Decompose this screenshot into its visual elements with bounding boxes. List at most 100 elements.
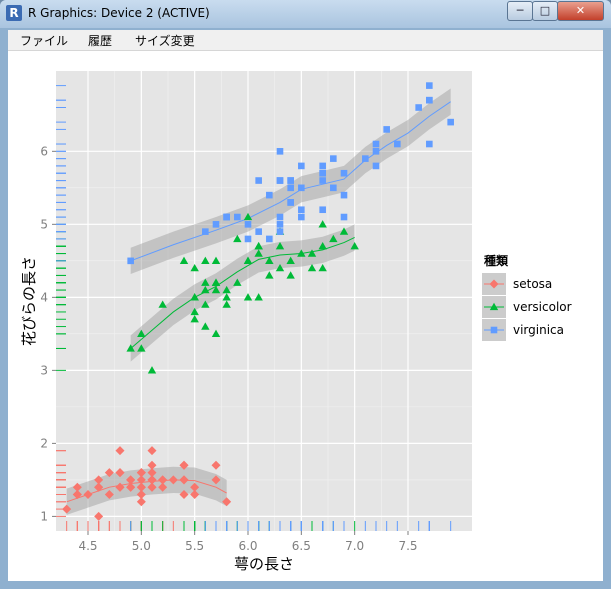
- data-point-versicolor: [254, 249, 263, 257]
- y-tick-label: 2: [40, 436, 48, 450]
- menu-file[interactable]: ファイル: [20, 34, 69, 48]
- data-point-versicolor: [233, 234, 242, 243]
- y-tick-label: 1: [40, 509, 48, 523]
- data-point-virginica: [340, 191, 348, 199]
- data-point-virginica: [362, 155, 369, 162]
- x-tick-label: 5.0: [132, 539, 151, 553]
- data-point-versicolor: [254, 293, 263, 301]
- data-point-virginica: [244, 235, 252, 243]
- data-point-virginica: [287, 177, 294, 184]
- data-point-versicolor: [190, 263, 199, 272]
- data-point-setosa: [72, 482, 82, 492]
- data-point-setosa: [94, 475, 104, 485]
- minimize-button[interactable]: ─: [507, 1, 533, 21]
- data-point-versicolor: [179, 256, 189, 264]
- y-axis-label: 花びらの長さ: [20, 256, 38, 346]
- title-bar[interactable]: R R Graphics: Device 2 (ACTIVE) ─ □ ✕: [0, 0, 611, 28]
- data-point-versicolor: [126, 344, 135, 352]
- data-point-virginica: [266, 235, 273, 243]
- data-point-virginica: [372, 148, 380, 155]
- legend-label-setosa: setosa: [513, 277, 552, 291]
- data-point-virginica: [426, 96, 433, 104]
- x-tick-label: 4.5: [78, 539, 97, 553]
- data-point-versicolor: [307, 249, 317, 257]
- data-point-virginica: [127, 257, 134, 265]
- data-point-setosa: [136, 497, 146, 507]
- x-tick-label: 7.0: [345, 539, 364, 553]
- data-point-virginica: [287, 184, 294, 192]
- menu-history[interactable]: 履歴: [88, 34, 113, 48]
- data-point-setosa: [147, 482, 157, 492]
- scatter-chart: 萼の長さ 花びらの長さ 4.5 5.0 5.5 6.0 6.5 7.0 7.5123456 …: [20, 71, 572, 573]
- data-point-versicolor: [275, 263, 285, 272]
- data-point-virginica: [234, 213, 241, 221]
- data-point-virginica: [276, 148, 284, 155]
- data-point-versicolor: [201, 285, 210, 294]
- legend-symbol-virginica: [490, 326, 498, 334]
- data-point-versicolor: [286, 271, 295, 279]
- data-point-virginica: [298, 162, 305, 170]
- data-point-versicolor: [307, 263, 317, 272]
- x-tick-label: 6.0: [238, 539, 257, 553]
- data-point-versicolor: [201, 322, 210, 330]
- data-point-setosa: [83, 489, 93, 499]
- data-point-versicolor: [243, 212, 253, 221]
- data-point-versicolor: [222, 293, 231, 301]
- data-point-virginica: [276, 177, 284, 184]
- y-tick-label: 5: [40, 217, 48, 231]
- data-point-setosa: [62, 504, 72, 514]
- x-tick-label: 5.5: [185, 539, 204, 553]
- legend-label-virginica: virginica: [513, 323, 564, 337]
- data-point-virginica: [202, 228, 209, 235]
- data-point-setosa: [104, 468, 114, 478]
- data-point-versicolor: [190, 307, 199, 316]
- data-point-setosa: [72, 489, 82, 499]
- confidence-band-versicolor: [130, 224, 355, 362]
- data-point-setosa: [136, 489, 146, 499]
- data-point-setosa: [136, 482, 146, 492]
- plot-area: 萼の長さ 花びらの長さ 4.5 5.0 5.5 6.0 6.5 7.0 7.5 1 2 3 4 5 6 …: [8, 51, 603, 581]
- data-point-virginica: [426, 140, 433, 148]
- data-point-versicolor: [190, 315, 199, 323]
- data-point-versicolor: [350, 242, 359, 250]
- data-point-virginica: [255, 228, 262, 235]
- data-point-virginica: [319, 206, 326, 214]
- data-point-versicolor: [137, 329, 146, 338]
- data-point-setosa: [168, 475, 178, 485]
- y-tick-label: 4: [40, 290, 48, 304]
- data-point-setosa: [104, 489, 114, 499]
- data-point-versicolor: [318, 263, 327, 272]
- data-point-virginica: [276, 221, 284, 228]
- data-point-setosa: [179, 489, 189, 499]
- data-point-virginica: [319, 169, 326, 177]
- maximize-button[interactable]: □: [532, 1, 558, 21]
- data-point-versicolor: [318, 220, 327, 228]
- x-tick-label: 6.5: [292, 539, 311, 553]
- data-point-setosa: [115, 446, 125, 456]
- maximize-icon: □: [539, 4, 551, 17]
- data-point-versicolor: [339, 227, 349, 235]
- data-point-virginica: [266, 191, 273, 199]
- x-tick-label: 7.5: [398, 539, 417, 553]
- data-point-versicolor: [147, 366, 157, 374]
- data-point-setosa: [211, 460, 221, 470]
- data-point-versicolor: [329, 234, 338, 243]
- data-point-versicolor: [222, 300, 231, 308]
- data-point-versicolor: [211, 278, 221, 286]
- legend-title: 種類: [484, 253, 509, 268]
- data-point-versicolor: [201, 256, 210, 264]
- data-point-versicolor: [265, 271, 274, 279]
- menu-resize[interactable]: サイズ変更: [135, 34, 195, 48]
- menu-bar: ファイル 履歴 サイズ変更: [8, 30, 603, 51]
- data-point-setosa: [222, 497, 232, 507]
- data-point-versicolor: [211, 256, 221, 264]
- data-point-virginica: [383, 126, 390, 133]
- data-point-setosa: [211, 475, 221, 485]
- data-point-versicolor: [318, 242, 327, 250]
- data-point-versicolor: [297, 249, 306, 257]
- data-point-virginica: [223, 213, 230, 221]
- data-point-setosa: [158, 475, 168, 485]
- minimize-icon: ─: [516, 4, 524, 17]
- data-point-setosa: [136, 468, 146, 478]
- close-button[interactable]: ✕: [557, 1, 604, 21]
